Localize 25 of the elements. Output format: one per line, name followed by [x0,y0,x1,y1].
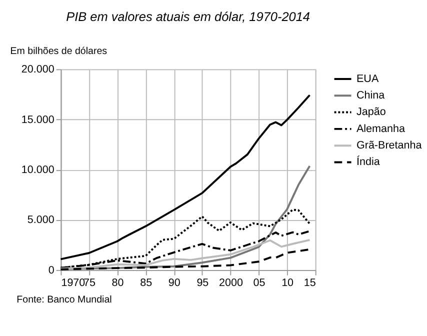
y-tick-label: 0 [48,264,54,276]
legend-label: Índia [356,155,380,168]
x-tick-label: 2000 [218,277,243,290]
x-tick-label: 10 [282,277,294,290]
y-tick-label: 10.000 [21,164,54,176]
line-series [60,94,311,260]
x-tick-label: 85 [140,277,152,290]
legend-label: Grã-Bretanha [356,140,422,152]
x-tick-label: 05 [253,277,266,290]
y-axis-title: Em bilhões de dólares [10,46,108,58]
source-note: Fonte: Banco Mundial [16,294,112,306]
legend-label: EUA [356,72,380,85]
x-tick-label: 90 [168,277,180,290]
y-tick-label: 5.000 [27,214,54,226]
legend-label: China [356,90,385,102]
chart-title: PIB em valores atuais em dólar, 1970-2014 [66,9,310,24]
legend-label: Japão [356,106,386,118]
legend-label: Alemanha [356,122,405,135]
y-tick-label: 15.000 [21,114,54,126]
y-tick-label: 20.000 [21,64,54,76]
x-tick-label: 15 [304,277,316,290]
x-tick-label: 75 [84,277,96,290]
x-tick-label: 1970 [61,277,86,290]
x-tick-label: 95 [196,277,209,290]
x-tick-label: 80 [112,277,124,290]
